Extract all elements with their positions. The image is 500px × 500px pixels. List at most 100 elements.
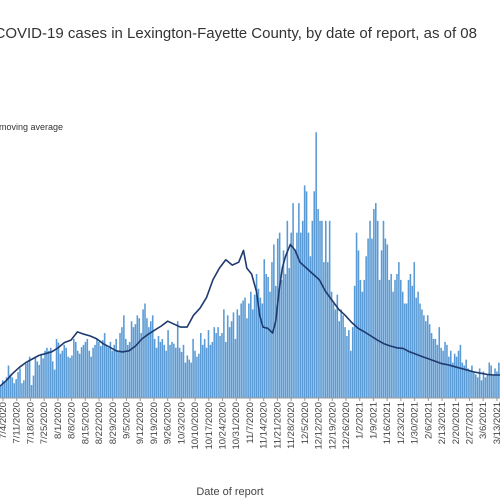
bar [221, 333, 223, 398]
bar [130, 321, 133, 398]
bar [459, 344, 462, 398]
x-tick-label: 7/18/2020 [25, 402, 36, 444]
bar [336, 294, 339, 398]
bar [365, 256, 367, 398]
bar [263, 259, 266, 398]
x-tick-label: 10/17/2020 [204, 402, 215, 450]
bar [490, 365, 492, 398]
bar [82, 344, 85, 398]
bar [15, 379, 17, 398]
bar [30, 385, 33, 398]
bar [434, 338, 437, 398]
bar [275, 285, 277, 398]
bar [140, 333, 142, 398]
bar [128, 341, 131, 398]
bar [23, 380, 25, 398]
bar [373, 209, 375, 398]
x-tick-label: 3/13/2021 [492, 402, 500, 444]
bar [103, 333, 106, 398]
bar [244, 297, 246, 398]
bar [475, 374, 477, 398]
bar [25, 363, 27, 398]
bar [123, 315, 125, 398]
bar [451, 362, 454, 398]
bar [205, 347, 208, 398]
bar [159, 341, 162, 398]
bar [146, 318, 148, 398]
bar [492, 374, 494, 398]
bar [313, 191, 316, 398]
bar [340, 309, 342, 398]
bar [198, 353, 200, 398]
bar [392, 291, 394, 398]
bar [382, 220, 385, 398]
bar [419, 303, 421, 398]
bar [353, 285, 356, 398]
bar [42, 358, 44, 398]
bar [86, 338, 89, 398]
x-tick-label: 2/27/2021 [464, 402, 475, 444]
x-tick-label: 1/2/2021 [355, 402, 366, 439]
bar [50, 347, 52, 398]
bar [484, 377, 487, 398]
bar [388, 279, 391, 398]
bar [155, 347, 158, 398]
bar [63, 344, 66, 398]
bar [144, 303, 146, 398]
bar [126, 344, 129, 398]
x-tick-label: 1/16/2021 [382, 402, 393, 444]
bar [234, 338, 237, 398]
bar [105, 344, 108, 398]
bar [465, 359, 467, 398]
bar [330, 291, 333, 398]
bar [294, 250, 296, 398]
bar [463, 365, 466, 398]
bar [415, 297, 417, 398]
bar [442, 350, 444, 398]
bar [53, 369, 56, 398]
bar [284, 273, 287, 398]
bar [476, 377, 479, 398]
bar [232, 312, 235, 398]
bar [271, 262, 273, 398]
bar [107, 347, 110, 398]
bar [121, 327, 123, 398]
bar [473, 371, 475, 398]
bar [203, 338, 206, 398]
bar [100, 346, 102, 398]
bar [17, 372, 19, 398]
bar [317, 209, 319, 398]
x-tick-label: 9/12/2020 [135, 402, 146, 444]
bar [440, 347, 442, 398]
bar [188, 359, 191, 398]
x-tick-label: 11/28/2020 [286, 402, 297, 449]
bar [332, 303, 335, 398]
bar [9, 374, 12, 398]
bar [138, 318, 141, 398]
x-tick-label: 8/8/2020 [67, 402, 78, 439]
x-tick-label: 12/12/2020 [314, 402, 325, 450]
bar [436, 344, 439, 398]
bar [461, 362, 464, 398]
bar [248, 303, 250, 398]
bar [265, 273, 267, 398]
bar [450, 350, 452, 398]
bar [153, 338, 156, 398]
bar [323, 262, 325, 398]
bar [326, 262, 329, 398]
bar [207, 330, 210, 398]
x-tick-label: 9/5/2020 [121, 402, 132, 439]
x-tick-label: 10/3/2020 [176, 402, 187, 444]
bar [301, 220, 304, 398]
x-tick-label: 11/21/2020 [272, 402, 283, 449]
bar [346, 335, 348, 398]
bar [455, 356, 458, 398]
bar [101, 340, 104, 398]
bar [151, 315, 154, 398]
bar [267, 276, 269, 398]
bar [321, 220, 323, 398]
bar [242, 300, 244, 398]
bar [211, 341, 214, 398]
bar [51, 361, 54, 398]
bar [338, 321, 341, 398]
